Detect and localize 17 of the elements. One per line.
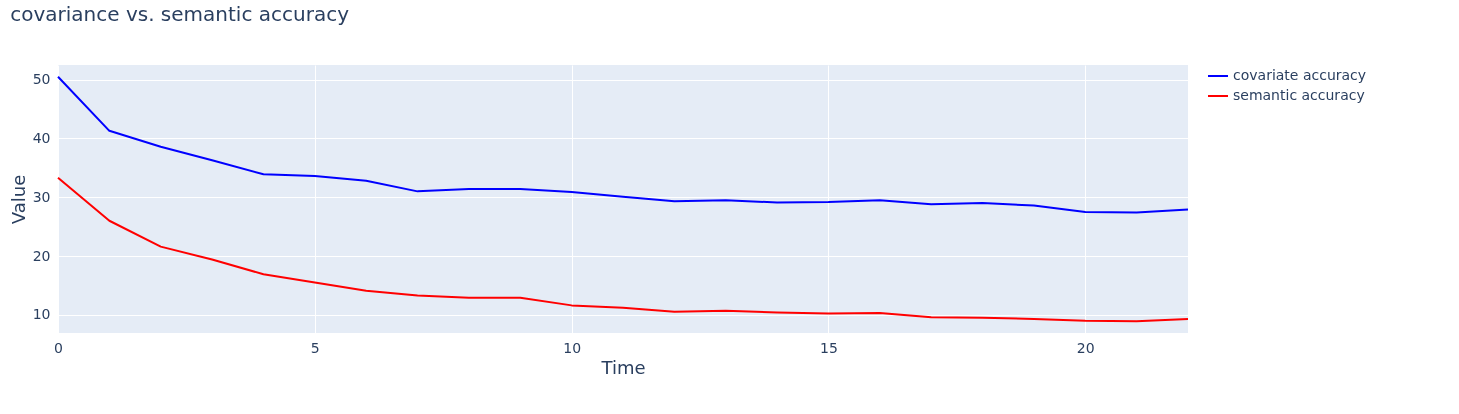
y-tick-label: 40	[32, 129, 51, 146]
x-tick-label: 15	[820, 339, 838, 356]
y-tick-label: 50	[32, 71, 51, 88]
x-tick-label: 0	[54, 339, 63, 356]
y-tick-label: 30	[32, 188, 51, 205]
line-series	[57, 176, 1189, 323]
x-axis-title: Time	[600, 356, 646, 378]
y-axis-title: Value	[7, 174, 29, 225]
x-tick-label: 5	[310, 339, 320, 356]
chart-title: covariance vs. semantic accuracy	[10, 2, 350, 26]
x-tick-label: 20	[1076, 339, 1095, 356]
legend-label: covariate accuracy	[1233, 67, 1367, 83]
x-tick-label: 10	[563, 339, 582, 356]
line-series	[57, 75, 1189, 214]
y-tick-label: 20	[32, 247, 51, 264]
legend-label: semantic accuracy	[1233, 87, 1365, 103]
y-tick-label: 10	[32, 306, 51, 323]
